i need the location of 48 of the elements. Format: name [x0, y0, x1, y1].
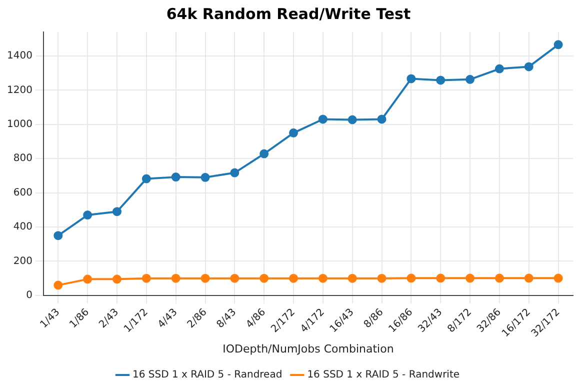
point [554, 274, 563, 283]
legend-label: 16 SSD 1 x RAID 5 - Randread [132, 370, 282, 381]
point [466, 74, 475, 84]
legend-label: 16 SSD 1 x RAID 5 - Randwrite [307, 370, 460, 381]
y-tick-label: 600 [13, 187, 32, 198]
point [54, 231, 63, 240]
point [466, 274, 475, 283]
x-axis-title: IODepth/NumJobs Combination [222, 342, 394, 356]
point [171, 172, 180, 182]
point [318, 274, 328, 283]
y-tick-label: 200 [13, 256, 32, 267]
point [171, 274, 180, 283]
y-tick-label: 0 [26, 290, 32, 302]
point [200, 274, 210, 283]
point [83, 210, 92, 220]
point [200, 172, 210, 182]
point [142, 274, 151, 283]
point [524, 274, 534, 283]
point [377, 114, 386, 124]
chart-title: 64k Random Read/Write Test [166, 4, 411, 23]
y-tick-label: 1400 [6, 50, 32, 62]
point [494, 274, 504, 283]
point [348, 115, 357, 124]
point [554, 40, 563, 50]
point [377, 274, 386, 283]
y-tick-label: 1000 [6, 118, 32, 130]
point [142, 174, 151, 184]
point [230, 168, 240, 178]
point [260, 149, 269, 158]
point [348, 274, 357, 283]
y-tick-label: 400 [13, 222, 32, 233]
y-tick-label: 1200 [6, 84, 32, 96]
y-tick-label: 800 [13, 153, 32, 164]
point [54, 280, 63, 290]
point [436, 76, 446, 85]
point [406, 274, 416, 283]
point [406, 74, 416, 84]
point [289, 128, 298, 138]
point [494, 64, 504, 74]
point [289, 274, 298, 283]
point [230, 274, 240, 283]
point [112, 274, 122, 284]
point [318, 114, 328, 124]
point [112, 207, 122, 216]
point [524, 62, 534, 72]
point [83, 274, 92, 284]
point [436, 274, 446, 283]
point [260, 274, 269, 283]
